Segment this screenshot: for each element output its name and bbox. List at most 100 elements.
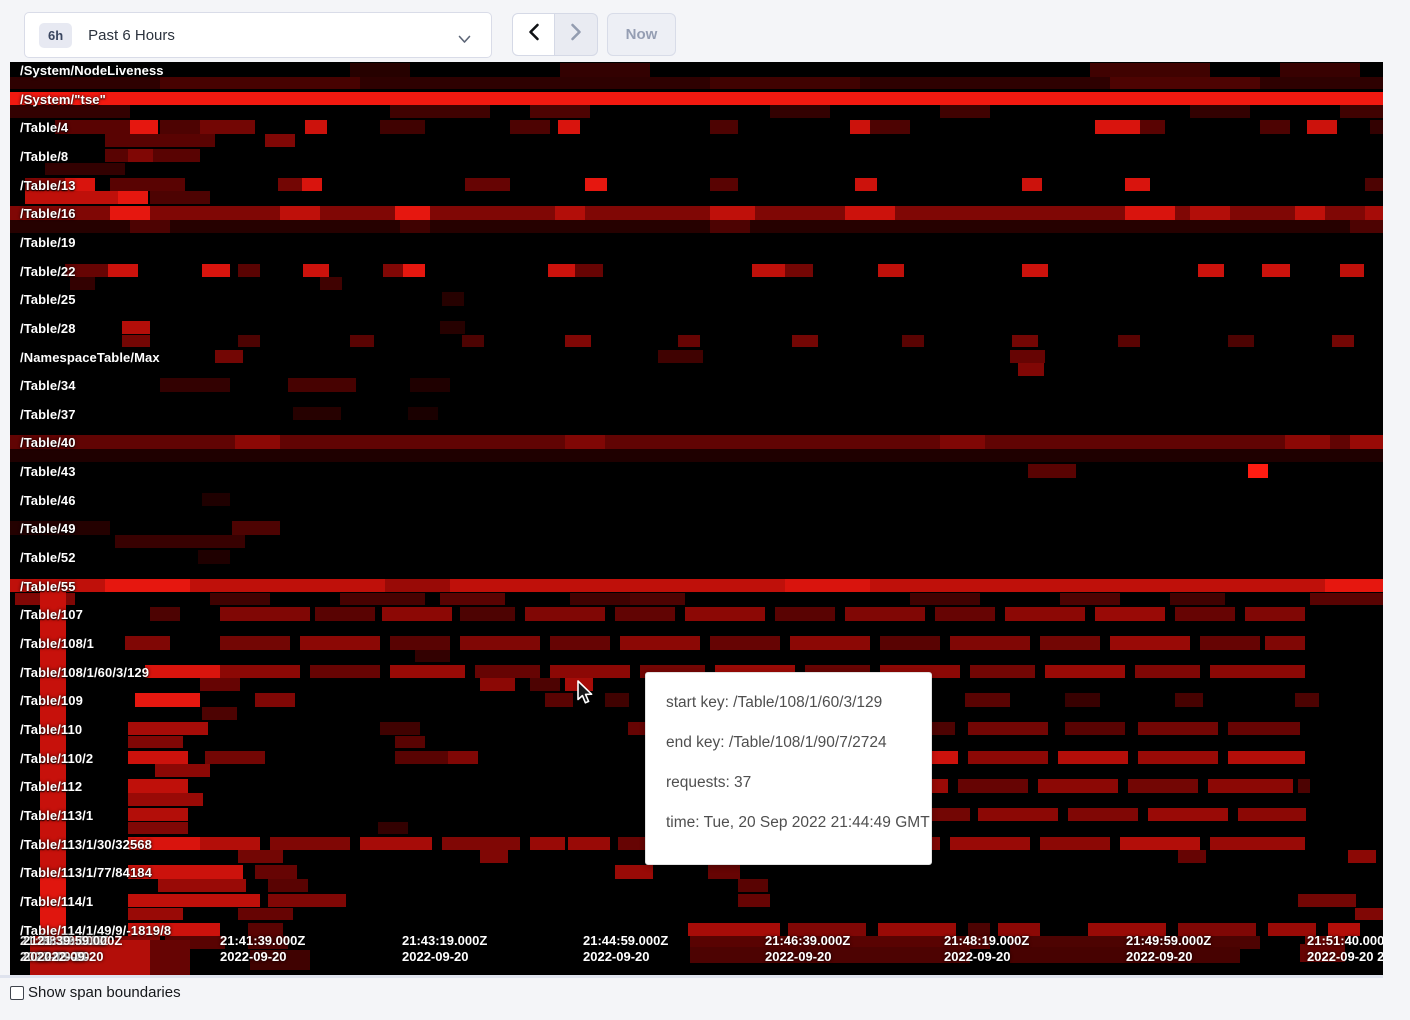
heatmap-cell[interactable]	[115, 535, 245, 548]
heatmap-cell[interactable]	[1248, 464, 1268, 478]
heatmap-cell[interactable]	[1110, 636, 1190, 650]
heatmap-cell[interactable]	[118, 191, 148, 204]
heatmap-cell[interactable]	[792, 334, 818, 348]
heatmap-cell[interactable]	[278, 177, 306, 192]
heatmap-cell[interactable]	[442, 292, 464, 306]
heatmap-cell[interactable]	[558, 120, 580, 134]
heatmap-cell[interactable]	[785, 578, 870, 593]
heatmap-cell[interactable]	[10, 206, 1383, 220]
heatmap-cell[interactable]	[1210, 836, 1305, 851]
heatmap-cell[interactable]	[25, 191, 135, 204]
heatmap-cell[interactable]	[1170, 592, 1225, 605]
heatmap-cell[interactable]	[475, 664, 540, 679]
heatmap-cell[interactable]	[1340, 105, 1383, 118]
keyvis-canvas[interactable]: /System/NodeLiveness/System/"tse"/Table/…	[10, 62, 1383, 975]
heatmap-cell[interactable]	[210, 592, 270, 605]
heatmap-cell[interactable]	[1190, 206, 1230, 220]
heatmap-cell[interactable]	[150, 191, 210, 204]
heatmap-cell[interactable]	[130, 120, 158, 134]
heatmap-cell[interactable]	[1148, 807, 1228, 822]
heatmap-cell[interactable]	[708, 865, 740, 879]
heatmap-cell[interactable]	[70, 277, 95, 290]
heatmap-cell[interactable]	[128, 907, 183, 921]
heatmap-cell[interactable]	[440, 592, 505, 605]
heatmap-cell[interactable]	[710, 120, 738, 134]
heatmap-cell[interactable]	[158, 879, 246, 892]
heatmap-cell[interactable]	[998, 922, 1040, 936]
heatmap-cell[interactable]	[200, 120, 255, 134]
heatmap-cell[interactable]	[1095, 607, 1165, 621]
heatmap-cell[interactable]	[250, 950, 310, 970]
heatmap-cell[interactable]	[238, 334, 260, 348]
heatmap-cell[interactable]	[1065, 693, 1100, 707]
heatmap-cell[interactable]	[575, 263, 603, 278]
heatmap-cell[interactable]	[108, 263, 138, 278]
heatmap-cell[interactable]	[530, 836, 565, 851]
heatmap-cell[interactable]	[122, 334, 150, 348]
heatmap-cell[interactable]	[1140, 120, 1165, 134]
heatmap-cell[interactable]	[255, 693, 295, 707]
heatmap-cell[interactable]	[1118, 334, 1140, 348]
heatmap-cell[interactable]	[950, 836, 1030, 851]
heatmap-cell[interactable]	[150, 607, 180, 621]
heatmap-cell[interactable]	[690, 936, 990, 949]
prev-time-button[interactable]	[512, 13, 555, 56]
heatmap-cell[interactable]	[565, 678, 593, 691]
heatmap-cell[interactable]	[378, 821, 408, 835]
heatmap-cell[interactable]	[202, 263, 230, 278]
heatmap-cell[interactable]	[160, 378, 230, 392]
heatmap-cell[interactable]	[1005, 607, 1085, 621]
heatmap-cell[interactable]	[545, 693, 573, 707]
heatmap-cell[interactable]	[710, 76, 860, 90]
heatmap-cell[interactable]	[790, 636, 870, 650]
heatmap-cell[interactable]	[935, 607, 995, 621]
heatmap-cell[interactable]	[690, 947, 970, 963]
heatmap-cell[interactable]	[10, 578, 1383, 593]
heatmap-cell[interactable]	[395, 206, 430, 220]
heatmap-cell[interactable]	[978, 807, 1058, 822]
heatmap-cell[interactable]	[710, 220, 750, 233]
heatmap-cell[interactable]	[1300, 944, 1345, 962]
heatmap-cell[interactable]	[1175, 693, 1203, 707]
heatmap-cell[interactable]	[1040, 836, 1110, 851]
heatmap-cell[interactable]	[160, 76, 360, 90]
heatmap-cell[interactable]	[10, 435, 1383, 449]
heatmap-cell[interactable]	[130, 220, 170, 233]
heatmap-cell[interactable]	[303, 263, 329, 278]
heatmap-cell[interactable]	[128, 922, 220, 936]
heatmap-cell[interactable]	[1088, 922, 1166, 936]
heatmap-cell[interactable]	[220, 636, 290, 650]
heatmap-cell[interactable]	[678, 334, 700, 348]
heatmap-cell[interactable]	[1022, 177, 1042, 192]
heatmap-cell[interactable]	[202, 492, 230, 507]
heatmap-cell[interactable]	[1295, 206, 1325, 220]
heatmap-cell[interactable]	[198, 550, 230, 564]
heatmap-cell[interactable]	[1348, 850, 1376, 863]
heatmap-cell[interactable]	[560, 63, 650, 77]
heatmap-cell[interactable]	[845, 206, 895, 220]
heatmap-cell[interactable]	[1280, 63, 1360, 77]
heatmap-cell[interactable]	[1350, 220, 1383, 233]
heatmap-cell[interactable]	[1325, 578, 1383, 593]
heatmap-cell[interactable]	[845, 607, 925, 621]
heatmap-cell[interactable]	[688, 922, 780, 936]
heatmap-cell[interactable]	[1340, 263, 1364, 278]
heatmap-cell[interactable]	[1265, 636, 1305, 650]
heatmap-cell[interactable]	[350, 334, 374, 348]
heatmap-cell[interactable]	[270, 836, 350, 851]
heatmap-cell[interactable]	[1198, 263, 1224, 278]
heatmap-cell[interactable]	[555, 206, 585, 220]
heatmap-cell[interactable]	[880, 636, 940, 650]
heatmap-cell[interactable]	[785, 263, 813, 278]
heatmap-cell[interactable]	[350, 63, 410, 77]
heatmap-cell[interactable]	[525, 607, 605, 621]
heatmap-cell[interactable]	[1060, 592, 1120, 605]
heatmap-cell[interactable]	[618, 836, 650, 851]
heatmap-cell[interactable]	[45, 162, 125, 176]
heatmap-cell[interactable]	[1365, 206, 1383, 220]
heatmap-cell[interactable]	[1018, 363, 1044, 376]
heatmap-cell[interactable]	[255, 865, 297, 879]
heatmap-cell[interactable]	[958, 779, 1028, 793]
heatmap-cell[interactable]	[585, 177, 607, 192]
heatmap-cell[interactable]	[1135, 664, 1200, 679]
